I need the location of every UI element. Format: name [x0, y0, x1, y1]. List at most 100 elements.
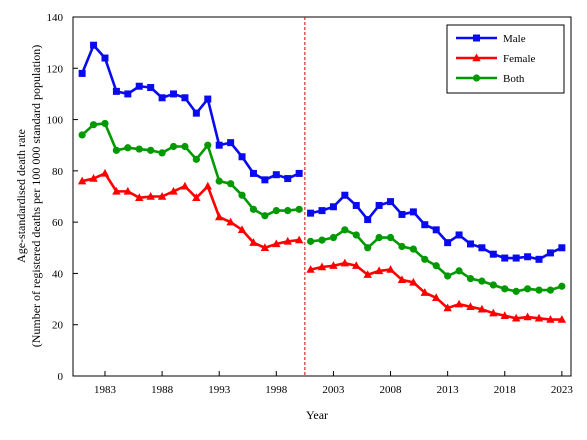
female-point: [317, 262, 327, 271]
female-point: [454, 299, 464, 308]
male-point: [478, 244, 486, 252]
both-point: [238, 191, 246, 199]
series-group: [77, 41, 567, 323]
y-axis: 0 20 40 60 80 100 120 140: [47, 12, 78, 383]
male-point: [409, 208, 417, 216]
female-point: [523, 312, 532, 321]
male-point: [455, 231, 463, 239]
male-point: [489, 250, 497, 258]
female-point: [557, 315, 567, 323]
x-tick-label: 2018: [494, 384, 517, 396]
legend-label: Female: [503, 53, 535, 65]
y-tick-label: 0: [58, 371, 64, 383]
series-female: [77, 168, 567, 323]
male-point: [101, 54, 109, 62]
male-point: [204, 95, 212, 103]
female-point: [443, 303, 452, 312]
male-point: [90, 41, 98, 49]
both-point: [501, 285, 509, 293]
male-point: [124, 90, 132, 98]
male-point: [249, 169, 257, 177]
series-both: [78, 119, 566, 295]
male-point: [524, 253, 532, 261]
both-point: [489, 281, 497, 289]
female-point: [363, 270, 372, 278]
both-point: [535, 286, 543, 294]
female-point: [477, 304, 487, 313]
x-tick-label: 1998: [265, 384, 288, 396]
male-point: [444, 239, 452, 247]
male-point: [375, 201, 383, 209]
both-point: [215, 177, 223, 185]
female-point: [294, 235, 304, 244]
both-point: [78, 131, 86, 139]
female-point: [203, 181, 212, 190]
both-point: [546, 286, 555, 294]
y-tick-label: 140: [47, 12, 64, 24]
female-point: [89, 174, 98, 182]
male-point: [135, 82, 143, 90]
female-point: [386, 265, 395, 273]
male-point: [78, 69, 86, 77]
both-point: [364, 244, 372, 252]
female-point: [340, 258, 350, 267]
female-point: [409, 277, 418, 286]
both-point: [158, 149, 166, 157]
female-point: [500, 311, 509, 319]
legend-label: Male: [503, 33, 526, 45]
x-tick-label: 1988: [151, 384, 174, 396]
both-point: [398, 242, 406, 251]
male-point: [512, 254, 520, 262]
female-point: [306, 265, 315, 273]
female-point: [374, 266, 384, 275]
x-axis: 1983 1988 1993 1998 2003 2008 2013 2018 2023: [94, 371, 573, 396]
y-tick-label: 40: [52, 268, 64, 280]
both-point: [112, 146, 121, 154]
x-tick-label: 2008: [380, 384, 403, 396]
male-point: [398, 210, 406, 218]
both-point: [192, 155, 200, 163]
both-point: [124, 144, 132, 152]
both-point: [295, 205, 303, 213]
both-point: [466, 274, 475, 283]
female-point: [157, 192, 167, 200]
male-point: [158, 94, 166, 102]
female-point: [534, 313, 544, 322]
male-point: [387, 198, 395, 206]
female-point: [546, 315, 555, 323]
x-tick-label: 1983: [94, 384, 117, 396]
female-point: [511, 313, 521, 322]
male-point: [466, 240, 474, 248]
both-point: [101, 119, 109, 128]
y-tick-label: 120: [47, 63, 64, 75]
female-point: [397, 275, 407, 284]
male-point: [170, 90, 178, 98]
both-point: [284, 207, 292, 215]
both-point: [181, 142, 189, 151]
legend-item-female: Female: [456, 53, 535, 65]
legend-item-male: Male: [456, 33, 526, 45]
x-tick-label: 2013: [437, 384, 460, 396]
x-tick-label: 1993: [208, 384, 231, 396]
male-point: [318, 207, 326, 215]
both-point: [375, 233, 383, 242]
both-point: [227, 180, 235, 188]
y-axis-title: Age-standardised death rate (Number of r…: [14, 45, 43, 348]
female-line: [81, 172, 300, 250]
female-point: [112, 186, 121, 195]
female-point: [237, 225, 247, 234]
both-point: [432, 262, 440, 270]
female-point: [329, 261, 338, 269]
y-axis-title-line2: (Number of registered deaths per 100 000…: [29, 45, 43, 348]
male-point: [112, 87, 120, 95]
y-axis-title-line1: Age-standardised death rate: [14, 129, 28, 263]
x-tick-label: 2003: [322, 384, 345, 396]
legend-item-both: Both: [456, 73, 525, 85]
both-point: [329, 233, 338, 242]
female-point: [226, 217, 235, 226]
male-point: [421, 221, 429, 229]
both-point: [523, 285, 532, 293]
female-point: [77, 176, 87, 185]
